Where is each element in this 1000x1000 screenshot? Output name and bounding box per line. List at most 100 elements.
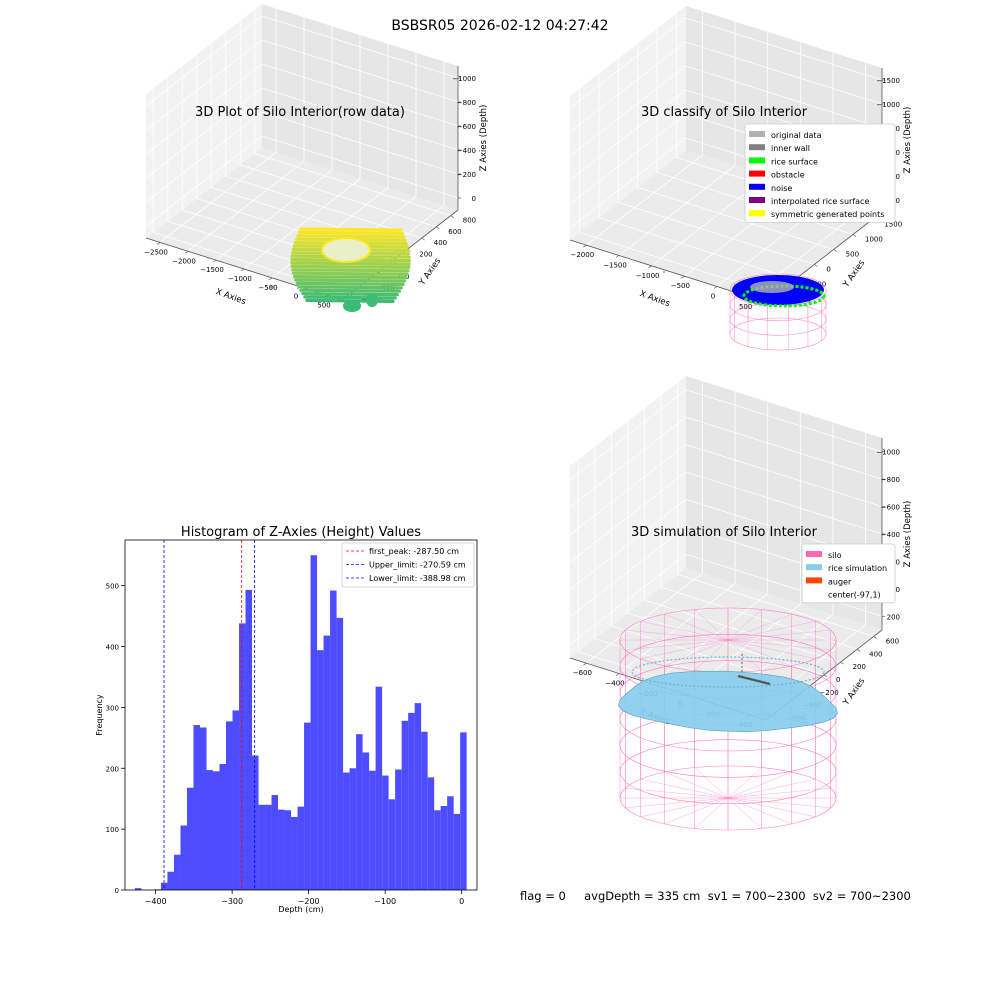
silo-roof-spoke xyxy=(664,639,729,667)
side-gridline xyxy=(569,113,687,205)
back-gridline xyxy=(261,15,459,79)
silo-roof-spoke xyxy=(664,613,729,641)
silo-floor-spoke xyxy=(727,771,792,799)
histogram-bar xyxy=(291,816,298,890)
legend-label: Lower_limit: -388.98 cm xyxy=(369,574,466,583)
rice-surface-points xyxy=(742,284,826,308)
histogram-bar xyxy=(239,623,246,890)
histogram-bar xyxy=(199,727,207,890)
side-gridline xyxy=(569,389,687,481)
side-gridline xyxy=(145,87,263,179)
x-tick-label: 0 xyxy=(711,293,715,301)
silo-roof-spoke xyxy=(727,620,816,641)
z-axis-label: Z Axies (Depth) xyxy=(479,105,489,172)
y-tick-label: 0 xyxy=(405,262,409,270)
x-tick xyxy=(184,250,189,254)
floor-gridline xyxy=(661,586,858,650)
point-cloud-row xyxy=(291,271,409,276)
y-tick-label: 400 xyxy=(434,239,447,247)
y-tick xyxy=(873,636,877,639)
legend-swatch xyxy=(749,183,765,190)
z-tick-label: 0 xyxy=(472,195,476,203)
back-gridline xyxy=(685,553,883,617)
histogram-bar xyxy=(297,806,305,890)
legend-label: rice simulation xyxy=(828,564,887,573)
floor-gridline xyxy=(598,217,796,280)
histogram-axes: −400 −300 −200 −100 0 0 100 200 300 400 500 Depth (… xyxy=(95,525,478,914)
x-tick-label: −600 xyxy=(573,669,592,677)
y-tick xyxy=(436,226,440,230)
silo-floor-spoke xyxy=(727,767,762,799)
silo-floor-spoke xyxy=(727,797,762,829)
histogram-bar xyxy=(330,590,337,890)
point-cloud-row xyxy=(290,264,411,269)
x-tick xyxy=(648,265,652,269)
side-gridline xyxy=(145,15,263,107)
legend-frame xyxy=(341,542,475,588)
point-cloud-row xyxy=(297,230,405,235)
histogram-bar xyxy=(134,888,142,890)
y-tick-label: 600 xyxy=(886,637,899,645)
y-tick-label: 0 xyxy=(836,676,840,684)
side-gridline xyxy=(569,89,687,181)
floor-gridline xyxy=(243,178,361,270)
z-tick-label: −600 xyxy=(457,123,476,131)
simulation-status-line: flag = 0 avgDepth = 335 cm sv1 = 700~230… xyxy=(520,889,911,903)
side-gridline xyxy=(569,137,687,229)
x-tick-label: −2500 xyxy=(144,248,168,256)
side-gridline xyxy=(569,65,687,157)
legend-label: inner wall xyxy=(771,144,810,153)
side-gridline xyxy=(145,135,263,227)
back-gridline xyxy=(261,63,459,127)
auger-shaft xyxy=(737,674,771,686)
back-gridline xyxy=(261,39,459,103)
point-cloud-row xyxy=(301,292,399,297)
histogram-bar xyxy=(395,769,402,890)
histogram-bar xyxy=(336,617,344,890)
side-gridline xyxy=(569,41,687,133)
silo-floor-spoke xyxy=(640,778,729,799)
legend-swatch xyxy=(749,170,765,177)
y-tick-label: 200 xyxy=(419,250,432,258)
x-tick-label: −100 xyxy=(374,897,396,906)
x-tick xyxy=(615,673,620,676)
point-cloud-hole xyxy=(321,237,371,263)
x-tick-label: −1500 xyxy=(200,266,224,274)
y-tick-label: 500 xyxy=(106,583,119,591)
silo-roof-spoke xyxy=(694,639,729,671)
floor-gridline xyxy=(254,153,451,217)
histogram-bar xyxy=(414,703,422,890)
silo-floor-spoke xyxy=(727,797,816,818)
x-tick xyxy=(240,268,245,272)
figure-suptitle: BSBSR05 2026-02-12 04:27:42 xyxy=(391,18,609,34)
silo-roof-spoke xyxy=(727,639,816,660)
histogram-bar xyxy=(388,799,396,890)
back-gridline xyxy=(261,87,459,151)
z-tick-label: 200 xyxy=(887,613,900,621)
histogram-bar xyxy=(173,854,181,890)
histogram-bar xyxy=(284,810,292,890)
histogram-bar xyxy=(447,796,454,890)
chart-title: Histogram of Z-Axies (Height) Values xyxy=(181,525,421,540)
histogram-bar xyxy=(408,712,415,890)
histogram-bar xyxy=(401,720,409,890)
legend-swatch xyxy=(806,577,822,584)
histogram-bar xyxy=(434,810,441,890)
back-gridline xyxy=(261,111,459,175)
y-tick-label: 500 xyxy=(846,251,859,259)
back-gridline xyxy=(685,17,883,81)
classify-legend: original data inner wall rice surface obsta… xyxy=(744,123,896,223)
x-tick-label: −300 xyxy=(221,897,243,906)
legend-swatch xyxy=(806,551,822,557)
silo-floor-spoke xyxy=(664,771,729,799)
x-tick-label: 500 xyxy=(739,303,752,311)
histogram-bar xyxy=(369,770,376,890)
y-axis-label: Y Axies xyxy=(841,676,868,708)
silo-wireframe-ring xyxy=(729,317,827,351)
x-tick-label: 0 xyxy=(294,293,298,301)
x-axis-label: Depth (cm) xyxy=(278,905,323,914)
silo-floor-spoke xyxy=(727,787,831,799)
x-tick xyxy=(681,275,685,279)
point-cloud-row xyxy=(299,288,401,293)
